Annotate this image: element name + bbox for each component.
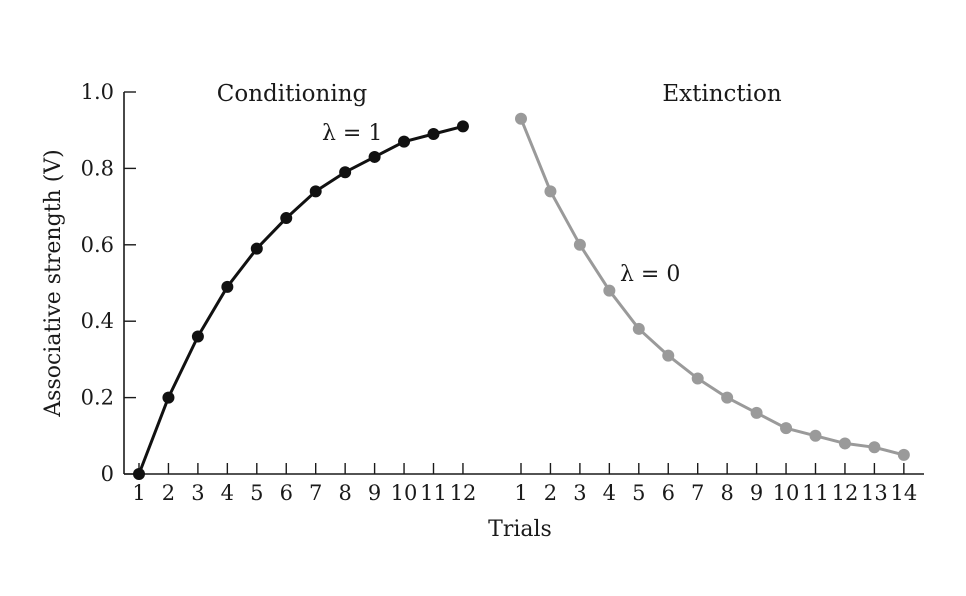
data-point	[221, 280, 234, 293]
data-point	[368, 150, 381, 163]
series-line	[137, 124, 465, 476]
data-point	[162, 391, 175, 404]
x-tick-label: 2	[544, 481, 557, 505]
x-tick-label: 1	[132, 481, 145, 505]
x-tick-label: 11	[420, 481, 447, 505]
x-tick-label: 7	[691, 481, 704, 505]
series-title-conditioning: Conditioning	[217, 81, 368, 107]
x-tick-label: 12	[450, 481, 477, 505]
x-tick-label: 6	[280, 481, 293, 505]
data-point	[573, 238, 586, 251]
series-layer	[133, 112, 910, 480]
x-tick-label: 4	[603, 481, 616, 505]
series-line	[519, 117, 906, 457]
x-tick-label: 5	[632, 481, 645, 505]
series-title-extinction: Extinction	[662, 81, 781, 107]
x-tick-label: 9	[368, 481, 381, 505]
lambda-annotation-conditioning: λ = 1	[322, 121, 382, 146]
x-tick-label: 1	[514, 481, 527, 505]
data-point	[603, 284, 616, 297]
lambda-annotation-extinction: λ = 0	[620, 262, 680, 287]
x-tick-label: 11	[802, 481, 829, 505]
x-tick-label: 13	[861, 481, 888, 505]
data-point	[544, 185, 557, 198]
series-extinction	[515, 112, 910, 461]
data-point	[456, 120, 469, 133]
data-point	[868, 441, 881, 454]
y-tick-label: 0.4	[81, 309, 114, 333]
data-point	[515, 112, 527, 125]
x-tick-label: 10	[773, 481, 800, 505]
x-tick-label: 8	[338, 481, 351, 505]
data-point	[809, 429, 822, 442]
y-tick-label: 0.2	[81, 386, 114, 410]
x-tick-label: 10	[391, 481, 418, 505]
data-point	[280, 212, 293, 225]
series-conditioning	[133, 120, 469, 480]
data-point	[662, 349, 675, 362]
data-point	[897, 448, 910, 461]
axes	[123, 92, 924, 475]
data-point	[838, 437, 851, 450]
x-tick-label: 6	[662, 481, 675, 505]
data-point	[721, 391, 734, 404]
y-tick-label: 0	[101, 462, 114, 486]
x-tick-label: 4	[221, 481, 234, 505]
data-point	[191, 330, 204, 343]
x-tick-label: 7	[309, 481, 322, 505]
data-point	[750, 406, 763, 419]
data-point	[309, 185, 322, 198]
x-tick-label: 3	[191, 481, 204, 505]
x-tick-label: 8	[720, 481, 733, 505]
x-tick-label: 3	[573, 481, 586, 505]
y-tick-label: 0.6	[81, 233, 114, 257]
x-tick-label: 14	[890, 481, 917, 505]
x-ticks: 1 2 3 4 5 6 7 8 9 10 11 12 1 2 3 4 5 6 7 8 9 10 11 12 13 14	[132, 463, 917, 505]
x-tick-label: 12	[832, 481, 859, 505]
data-point	[250, 242, 263, 255]
y-tick-label: 1.0	[81, 80, 114, 104]
data-point	[427, 128, 440, 141]
x-axis-title: Trials	[488, 517, 552, 542]
x-tick-label: 9	[750, 481, 763, 505]
x-tick-label: 2	[162, 481, 175, 505]
data-point	[632, 322, 645, 335]
y-tick-label: 0.8	[81, 156, 114, 180]
data-point	[691, 372, 704, 385]
data-point	[339, 166, 352, 179]
data-point	[133, 468, 145, 480]
x-tick-label: 5	[250, 481, 263, 505]
data-point	[398, 135, 411, 148]
y-ticks: 0 0.2 0.4 0.6 0.8 1.0	[81, 80, 136, 486]
y-axis-title: Associative strength (V)	[41, 149, 66, 417]
data-point	[780, 422, 793, 435]
